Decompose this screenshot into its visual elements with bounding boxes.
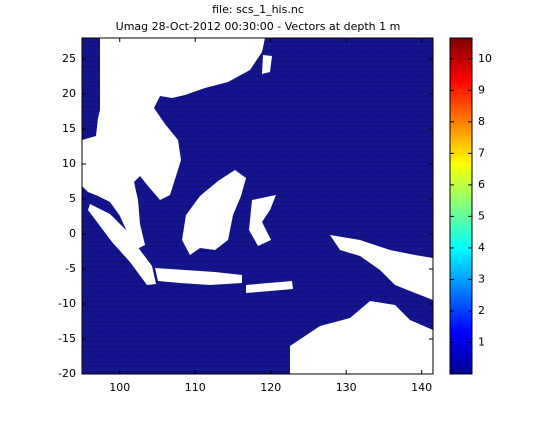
land-borneo xyxy=(182,170,246,255)
y-tick-label: -5 xyxy=(65,262,76,275)
colorbar-tick-label: 3 xyxy=(478,272,485,285)
colorbar-tick-label: 6 xyxy=(478,178,485,191)
colorbar-tick-label: 7 xyxy=(478,146,485,159)
colorbar-tick-label: 8 xyxy=(478,115,485,128)
colorbar-tick-label: 5 xyxy=(478,209,485,222)
y-tick-label: 5 xyxy=(69,192,76,205)
x-tick-label: 110 xyxy=(185,381,206,394)
y-tick-label: 15 xyxy=(62,122,76,135)
colorbar-tick-label: 1 xyxy=(478,335,485,348)
y-tick-label: -20 xyxy=(58,367,76,380)
colorbar xyxy=(449,37,473,375)
land-taiwan xyxy=(262,55,272,74)
land-sumatra xyxy=(88,204,156,285)
x-tick-label: 140 xyxy=(411,381,432,394)
land xyxy=(82,38,433,374)
land-australia xyxy=(290,301,433,374)
y-tick-label: 25 xyxy=(62,52,76,65)
chart-title: file: scs_1_his.nc xyxy=(212,3,304,16)
colorbar-tick-label: 9 xyxy=(478,83,485,96)
x-tick-label: 100 xyxy=(109,381,130,394)
y-tick-label: 10 xyxy=(62,157,76,170)
axes-frame xyxy=(81,37,434,375)
x-tick-label: 130 xyxy=(336,381,357,394)
x-tick-label: 120 xyxy=(260,381,281,394)
y-tick-label: -15 xyxy=(58,332,76,345)
colorbar-tick-label: 2 xyxy=(478,304,485,317)
colorbar-tick-label: 10 xyxy=(478,52,492,65)
land-sunda xyxy=(246,281,293,293)
land-new-guinea xyxy=(330,235,433,300)
y-tick-label: 0 xyxy=(69,227,76,240)
y-tick-label: -10 xyxy=(58,297,76,310)
land-sulawesi xyxy=(249,195,276,246)
colorbar-tick-label: 4 xyxy=(478,241,485,254)
land-asia xyxy=(82,38,265,250)
chart-subtitle: Umag 28-Oct-2012 00:30:00 - Vectors at d… xyxy=(116,20,401,33)
y-tick-label: 20 xyxy=(62,87,76,100)
land-java xyxy=(155,268,242,285)
